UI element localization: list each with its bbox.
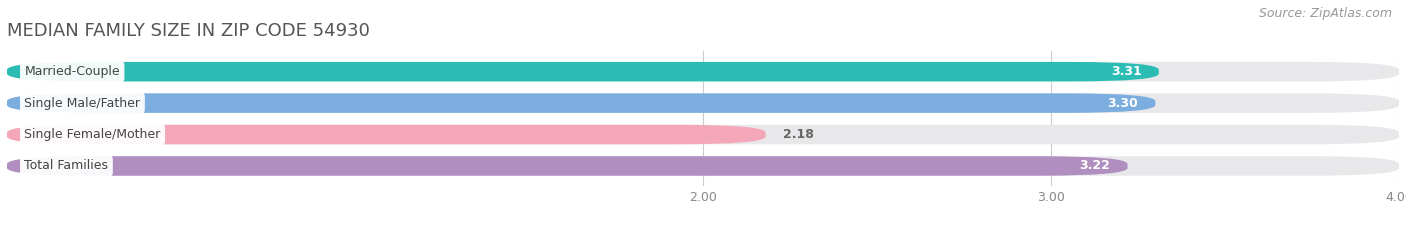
FancyBboxPatch shape [7,93,1399,113]
Text: 3.22: 3.22 [1080,159,1111,172]
Text: Single Male/Father: Single Male/Father [24,97,141,110]
Text: Single Female/Mother: Single Female/Mother [24,128,160,141]
FancyBboxPatch shape [7,93,1156,113]
Text: 3.30: 3.30 [1108,97,1137,110]
FancyBboxPatch shape [7,62,1399,81]
Text: Total Families: Total Families [24,159,108,172]
FancyBboxPatch shape [7,62,1159,81]
FancyBboxPatch shape [7,156,1128,176]
FancyBboxPatch shape [7,125,766,144]
Text: MEDIAN FAMILY SIZE IN ZIP CODE 54930: MEDIAN FAMILY SIZE IN ZIP CODE 54930 [7,22,370,41]
FancyBboxPatch shape [7,156,1399,176]
Text: Source: ZipAtlas.com: Source: ZipAtlas.com [1258,7,1392,20]
Text: Married-Couple: Married-Couple [24,65,120,78]
FancyBboxPatch shape [7,125,1399,144]
Text: 2.18: 2.18 [783,128,814,141]
Text: 3.31: 3.31 [1111,65,1142,78]
